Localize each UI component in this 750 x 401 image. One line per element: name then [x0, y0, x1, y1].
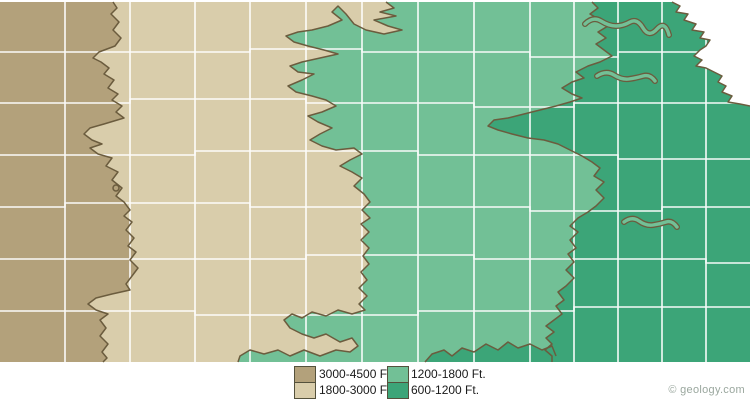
legend-swatch-1200-1800 — [387, 366, 409, 383]
contour-3000ft — [83, 1, 139, 363]
valley-channel — [595, 71, 657, 83]
contour-1800ft — [237, 1, 403, 363]
county-lines-horizontal — [0, 48, 750, 316]
elevation-contours — [83, 1, 613, 363]
legend-swatch-3000-4500 — [294, 366, 316, 383]
kansas-elevation-map — [0, 1, 750, 363]
contour-1200ft — [487, 1, 613, 362]
contour-lowland-strip — [424, 341, 557, 363]
legend-swatch-1800-3000 — [294, 382, 316, 399]
missouri-river-border — [671, 1, 750, 107]
legend-label-1800-3000: 1800-3000 Ft. — [319, 383, 394, 397]
legend-label-3000-4500: 3000-4500 Ft. — [319, 367, 394, 381]
legend-label-600-1200: 600-1200 Ft. — [411, 383, 480, 397]
legend-swatch-600-1200 — [387, 382, 409, 399]
county-boundaries — [0, 2, 750, 362]
river-cut-area — [672, 2, 750, 106]
valley-channel — [583, 17, 671, 37]
river-valleys — [582, 16, 680, 230]
geology-watermark: © geology.com — [668, 384, 745, 396]
legend-label-1200-1800: 1200-1800 Ft. — [411, 367, 486, 381]
elevation-bands — [0, 2, 750, 362]
river-border-line — [671, 1, 750, 107]
valley-channel — [622, 217, 679, 229]
county-lines-vertical — [64, 2, 707, 362]
elevation-band-3000-4500 — [0, 2, 138, 362]
contour-island-dot — [112, 184, 120, 192]
